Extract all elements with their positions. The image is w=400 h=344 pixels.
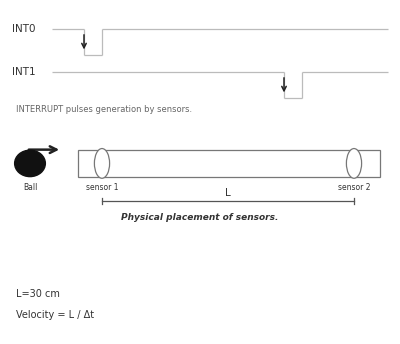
Bar	[78, 150, 380, 177]
Circle shape	[15, 150, 45, 176]
Text: L=30 cm: L=30 cm	[16, 289, 60, 299]
Text: INT0: INT0	[12, 24, 36, 34]
Text: Ball: Ball	[23, 183, 37, 192]
Text: Physical placement of sensors.: Physical placement of sensors.	[121, 213, 279, 222]
Text: INTERRUPT pulses generation by sensors.: INTERRUPT pulses generation by sensors.	[16, 105, 192, 114]
Text: INT1: INT1	[12, 67, 36, 77]
Ellipse shape	[346, 149, 362, 178]
Ellipse shape	[94, 149, 110, 178]
Text: sensor 2: sensor 2	[338, 183, 370, 192]
Text: sensor 1: sensor 1	[86, 183, 118, 192]
Text: L: L	[225, 189, 231, 198]
Text: Velocity = L / Δt: Velocity = L / Δt	[16, 310, 94, 320]
